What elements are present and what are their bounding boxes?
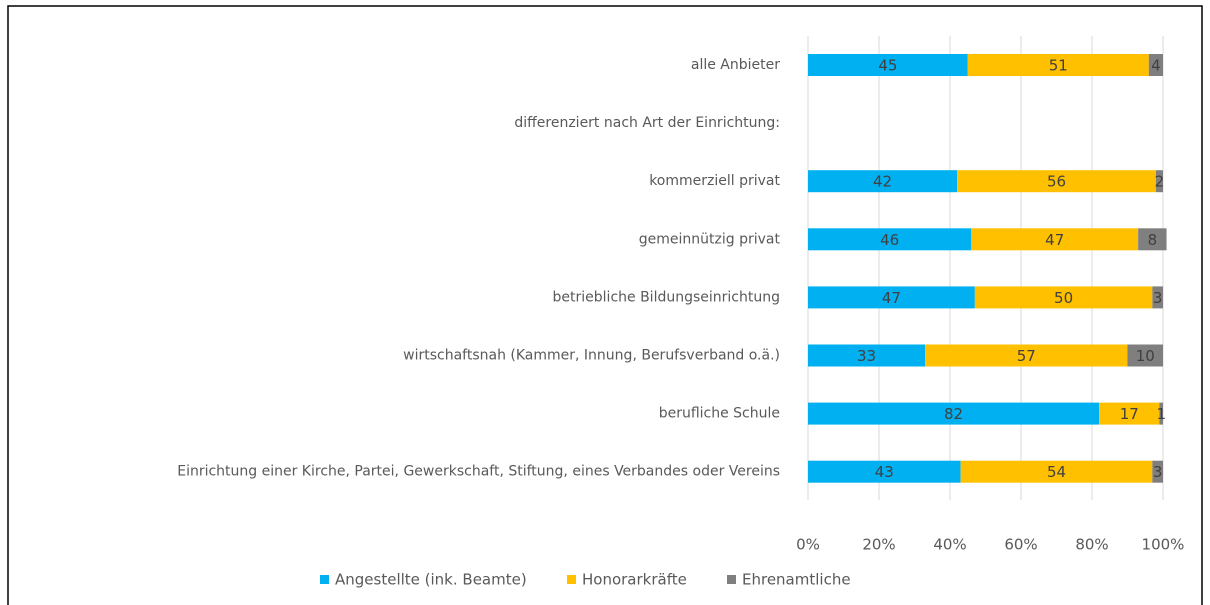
bar-segment (808, 54, 968, 76)
data-label: 3 (1153, 289, 1163, 307)
x-tick-label: 80% (1075, 536, 1108, 554)
legend-swatch (567, 575, 576, 584)
bar-segment (960, 460, 1153, 483)
y-tick-label: berufliche Schule (659, 406, 780, 422)
x-tick-label: 20% (862, 536, 895, 554)
bar-segment (808, 228, 972, 251)
data-label: 82 (944, 405, 963, 423)
bar-segment (808, 344, 926, 367)
data-label: 3 (1153, 463, 1163, 481)
data-label: 1 (1156, 405, 1166, 423)
bar-segment (957, 170, 1156, 193)
data-label: 17 (1120, 405, 1139, 423)
y-tick-label: gemeinnützig privat (639, 231, 781, 247)
x-tick-label: 60% (1004, 536, 1037, 554)
bar-segment (808, 460, 961, 483)
y-tick-label: alle Anbieter (691, 57, 780, 73)
bar-segment (1138, 228, 1167, 251)
bar-segment (808, 286, 975, 309)
y-tick-label: betriebliche Bildungseinrichtung (553, 289, 780, 305)
x-tick-label: 100% (1142, 536, 1185, 554)
y-tick-label: kommerziell privat (649, 173, 780, 189)
x-tick-label: 0% (796, 536, 820, 554)
legend-label: Ehrenamtliche (742, 571, 851, 589)
legend-swatch (320, 575, 329, 584)
chart-frame (7, 5, 1203, 605)
legend-swatch (727, 575, 736, 584)
data-label: 50 (1054, 289, 1073, 307)
data-label: 33 (857, 347, 876, 365)
y-tick-label: differenziert nach Art der Einrichtung: (514, 115, 780, 131)
data-label: 56 (1047, 173, 1066, 191)
data-label: 8 (1148, 231, 1158, 249)
data-label: 46 (880, 231, 899, 249)
y-tick-label: Einrichtung einer Kirche, Partei, Gewerk… (177, 464, 780, 480)
data-label: 42 (873, 173, 892, 191)
bar-segment (1148, 54, 1163, 76)
bar-segment (1099, 402, 1160, 425)
bar-segment (1152, 460, 1163, 483)
bar-segment (808, 402, 1100, 425)
data-label: 47 (882, 289, 901, 307)
bar-segment (971, 228, 1139, 251)
bar-segment (1155, 170, 1163, 193)
bar-segment (1159, 402, 1163, 425)
data-label: 45 (878, 57, 897, 75)
data-label: 2 (1155, 173, 1165, 191)
bar-segment (1127, 344, 1163, 367)
bar-segment (925, 344, 1128, 367)
bar-segment (1152, 286, 1163, 309)
bar-segment (974, 286, 1153, 309)
x-tick-label: 40% (933, 536, 966, 554)
legend-label: Angestellte (ink. Beamte) (335, 571, 527, 589)
data-label: 54 (1047, 463, 1066, 481)
data-label: 4 (1151, 57, 1161, 75)
bar-segment (967, 54, 1149, 76)
data-label: 43 (875, 463, 894, 481)
bar-segment (808, 170, 958, 193)
data-label: 47 (1045, 231, 1064, 249)
legend-label: Honorarkräfte (582, 571, 687, 589)
data-label: 57 (1017, 347, 1036, 365)
y-tick-label: wirtschaftsnah (Kammer, Innung, Berufsve… (403, 348, 780, 364)
data-label: 10 (1136, 347, 1155, 365)
data-label: 51 (1049, 57, 1068, 75)
